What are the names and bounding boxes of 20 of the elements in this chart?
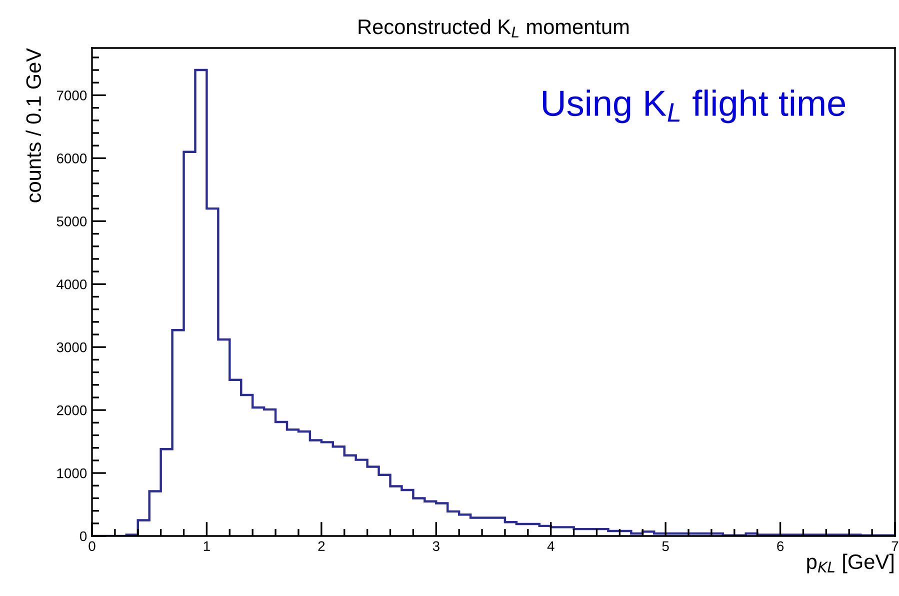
y-tick-label: 7000 (56, 90, 87, 100)
x-tick-label: 4 (547, 541, 554, 551)
y-tick-label: 1000 (57, 468, 87, 478)
y-axis-title: counts / 0.1 GeV (26, 48, 42, 202)
x-tick-label: 2 (318, 541, 325, 551)
x-tick-label: 3 (432, 541, 440, 552)
x-tick-label: 5 (662, 541, 669, 552)
y-tick-label: 0 (80, 531, 87, 542)
y-tick-label: 6000 (56, 154, 87, 164)
x-tick-label: 7 (892, 541, 898, 551)
x-axis-title: p$_{KL}$ [GeV] (807, 554, 894, 574)
chart-title: Reconstructed K$_{L}$ momentum (358, 18, 629, 38)
y-tick-label: 4000 (56, 279, 87, 290)
x-tick-label: 1 (204, 541, 210, 551)
x-tick-label: 6 (777, 541, 784, 552)
y-tick-label: 2000 (56, 405, 87, 416)
y-tick-label: 3000 (56, 342, 87, 352)
y-tick-label: 5000 (56, 216, 87, 226)
annotation: Using K$_{L}$ flight time (543, 90, 846, 124)
x-tick-label: 0 (88, 541, 96, 552)
